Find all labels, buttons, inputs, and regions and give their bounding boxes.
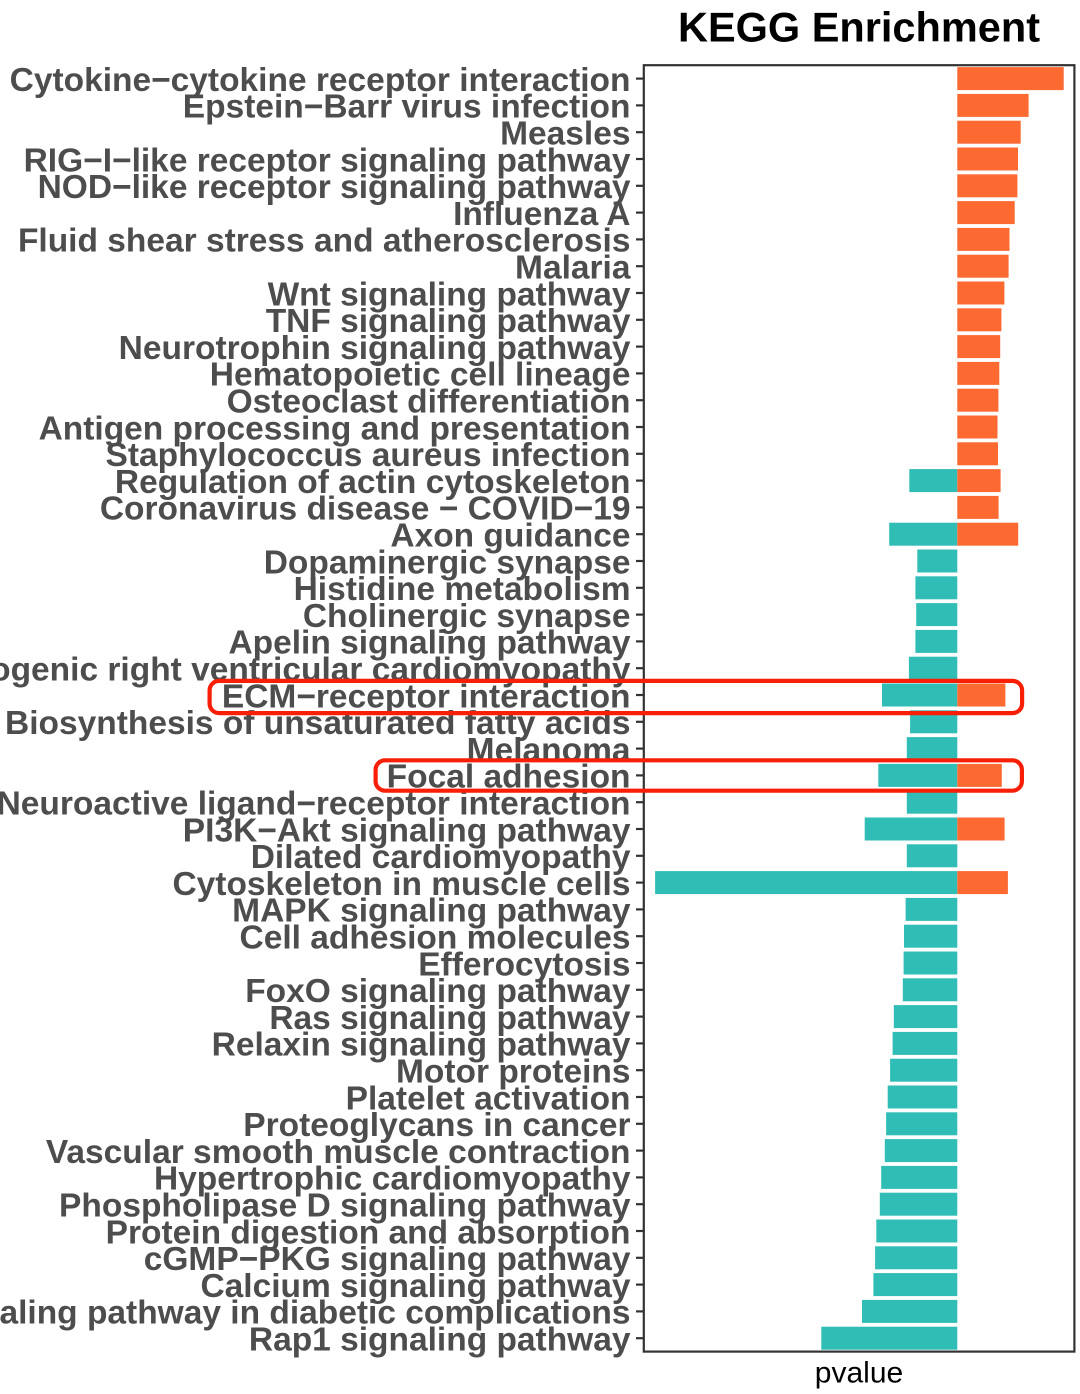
svg-text:Osteoclast differentiation: Osteoclast differentiation [227,384,631,421]
svg-text:MAPK signaling pathway: MAPK signaling pathway [232,893,631,930]
svg-text:Protein digestion and absorpti: Protein digestion and absorption [106,1214,631,1251]
svg-text:Wnt signaling pathway: Wnt signaling pathway [268,276,631,313]
svg-text:Dilated cardiomyopathy: Dilated cardiomyopathy [251,839,631,876]
svg-text:Cell adhesion molecules: Cell adhesion molecules [240,920,631,957]
svg-text:Efferocytosis: Efferocytosis [418,946,630,983]
svg-text:Measles: Measles [500,116,630,153]
svg-text:Cytoskeleton in muscle cells: Cytoskeleton in muscle cells [172,866,630,903]
svg-text:Calcium signaling pathway: Calcium signaling pathway [200,1268,630,1305]
svg-text:RIG−I−like receptor signaling: RIG−I−like receptor signaling pathway [24,142,631,179]
svg-text:Hematopoietic cell lineage: Hematopoietic cell lineage [210,357,631,394]
svg-text:Malaria: Malaria [515,250,631,287]
svg-text:Axon guidance: Axon guidance [390,518,630,555]
svg-text:Motor proteins: Motor proteins [396,1054,630,1091]
svg-text:Ras signaling pathway: Ras signaling pathway [269,1000,631,1037]
svg-text:cGMP−PKG signaling pathway: cGMP−PKG signaling pathway [144,1241,631,1278]
svg-text:Histidine metabolism: Histidine metabolism [294,571,631,608]
svg-text:Phospholipase D signaling path: Phospholipase D signaling pathway [59,1188,631,1225]
svg-text:Cytokine−cytokine receptor int: Cytokine−cytokine receptor interaction [10,62,631,99]
svg-text:Epstein−Barr virus infection: Epstein−Barr virus infection [183,89,631,126]
svg-text:PI3K−Akt signaling pathway: PI3K−Akt signaling pathway [183,812,631,849]
svg-text:Coronavirus disease − COVID−19: Coronavirus disease − COVID−19 [100,491,631,528]
svg-text:Apelin signaling pathway: Apelin signaling pathway [228,625,630,662]
svg-text:Platelet activation: Platelet activation [346,1080,631,1117]
svg-text:Vascular smooth muscle contrac: Vascular smooth muscle contraction [46,1134,631,1171]
svg-text:Relaxin signaling pathway: Relaxin signaling pathway [212,1027,631,1064]
svg-text:TNF signaling pathway: TNF signaling pathway [266,303,631,340]
svg-text:Influenza A: Influenza A [453,196,630,233]
svg-text:Dopaminergic synapse: Dopaminergic synapse [264,544,631,581]
svg-text:FoxO signaling pathway: FoxO signaling pathway [245,973,631,1010]
svg-text:Neurotrophin signaling pathway: Neurotrophin signaling pathway [119,330,631,367]
svg-text:Hypertrophic cardiomyopathy: Hypertrophic cardiomyopathy [154,1161,631,1198]
svg-text:ECM−receptor interaction: ECM−receptor interaction [222,678,631,715]
svg-text:Proteoglycans in cancer: Proteoglycans in cancer [243,1107,630,1144]
svg-text:Antigen processing and present: Antigen processing and presentation [39,410,631,447]
svg-text:AGE−RAGE signaling pathway in: AGE−RAGE signaling pathway in diabetic c… [0,1295,631,1332]
svg-text:Rap1 signaling pathway: Rap1 signaling pathway [249,1322,631,1359]
svg-text:Regulation of actin cytoskelet: Regulation of actin cytoskeleton [115,464,631,501]
svg-text:Fluid shear stress and atheros: Fluid shear stress and atherosclerosis [18,223,631,260]
svg-text:Melanoma: Melanoma [467,732,631,769]
svg-text:Cholinergic synapse: Cholinergic synapse [303,598,631,635]
svg-text:Staphylococcus aureus infectio: Staphylococcus aureus infection [106,437,631,474]
svg-text:NOD−like receptor signaling pa: NOD−like receptor signaling pathway [38,169,631,206]
svg-text:pvalue: pvalue [815,1357,903,1390]
svg-text:KEGG Enrichment: KEGG Enrichment [678,4,1040,51]
